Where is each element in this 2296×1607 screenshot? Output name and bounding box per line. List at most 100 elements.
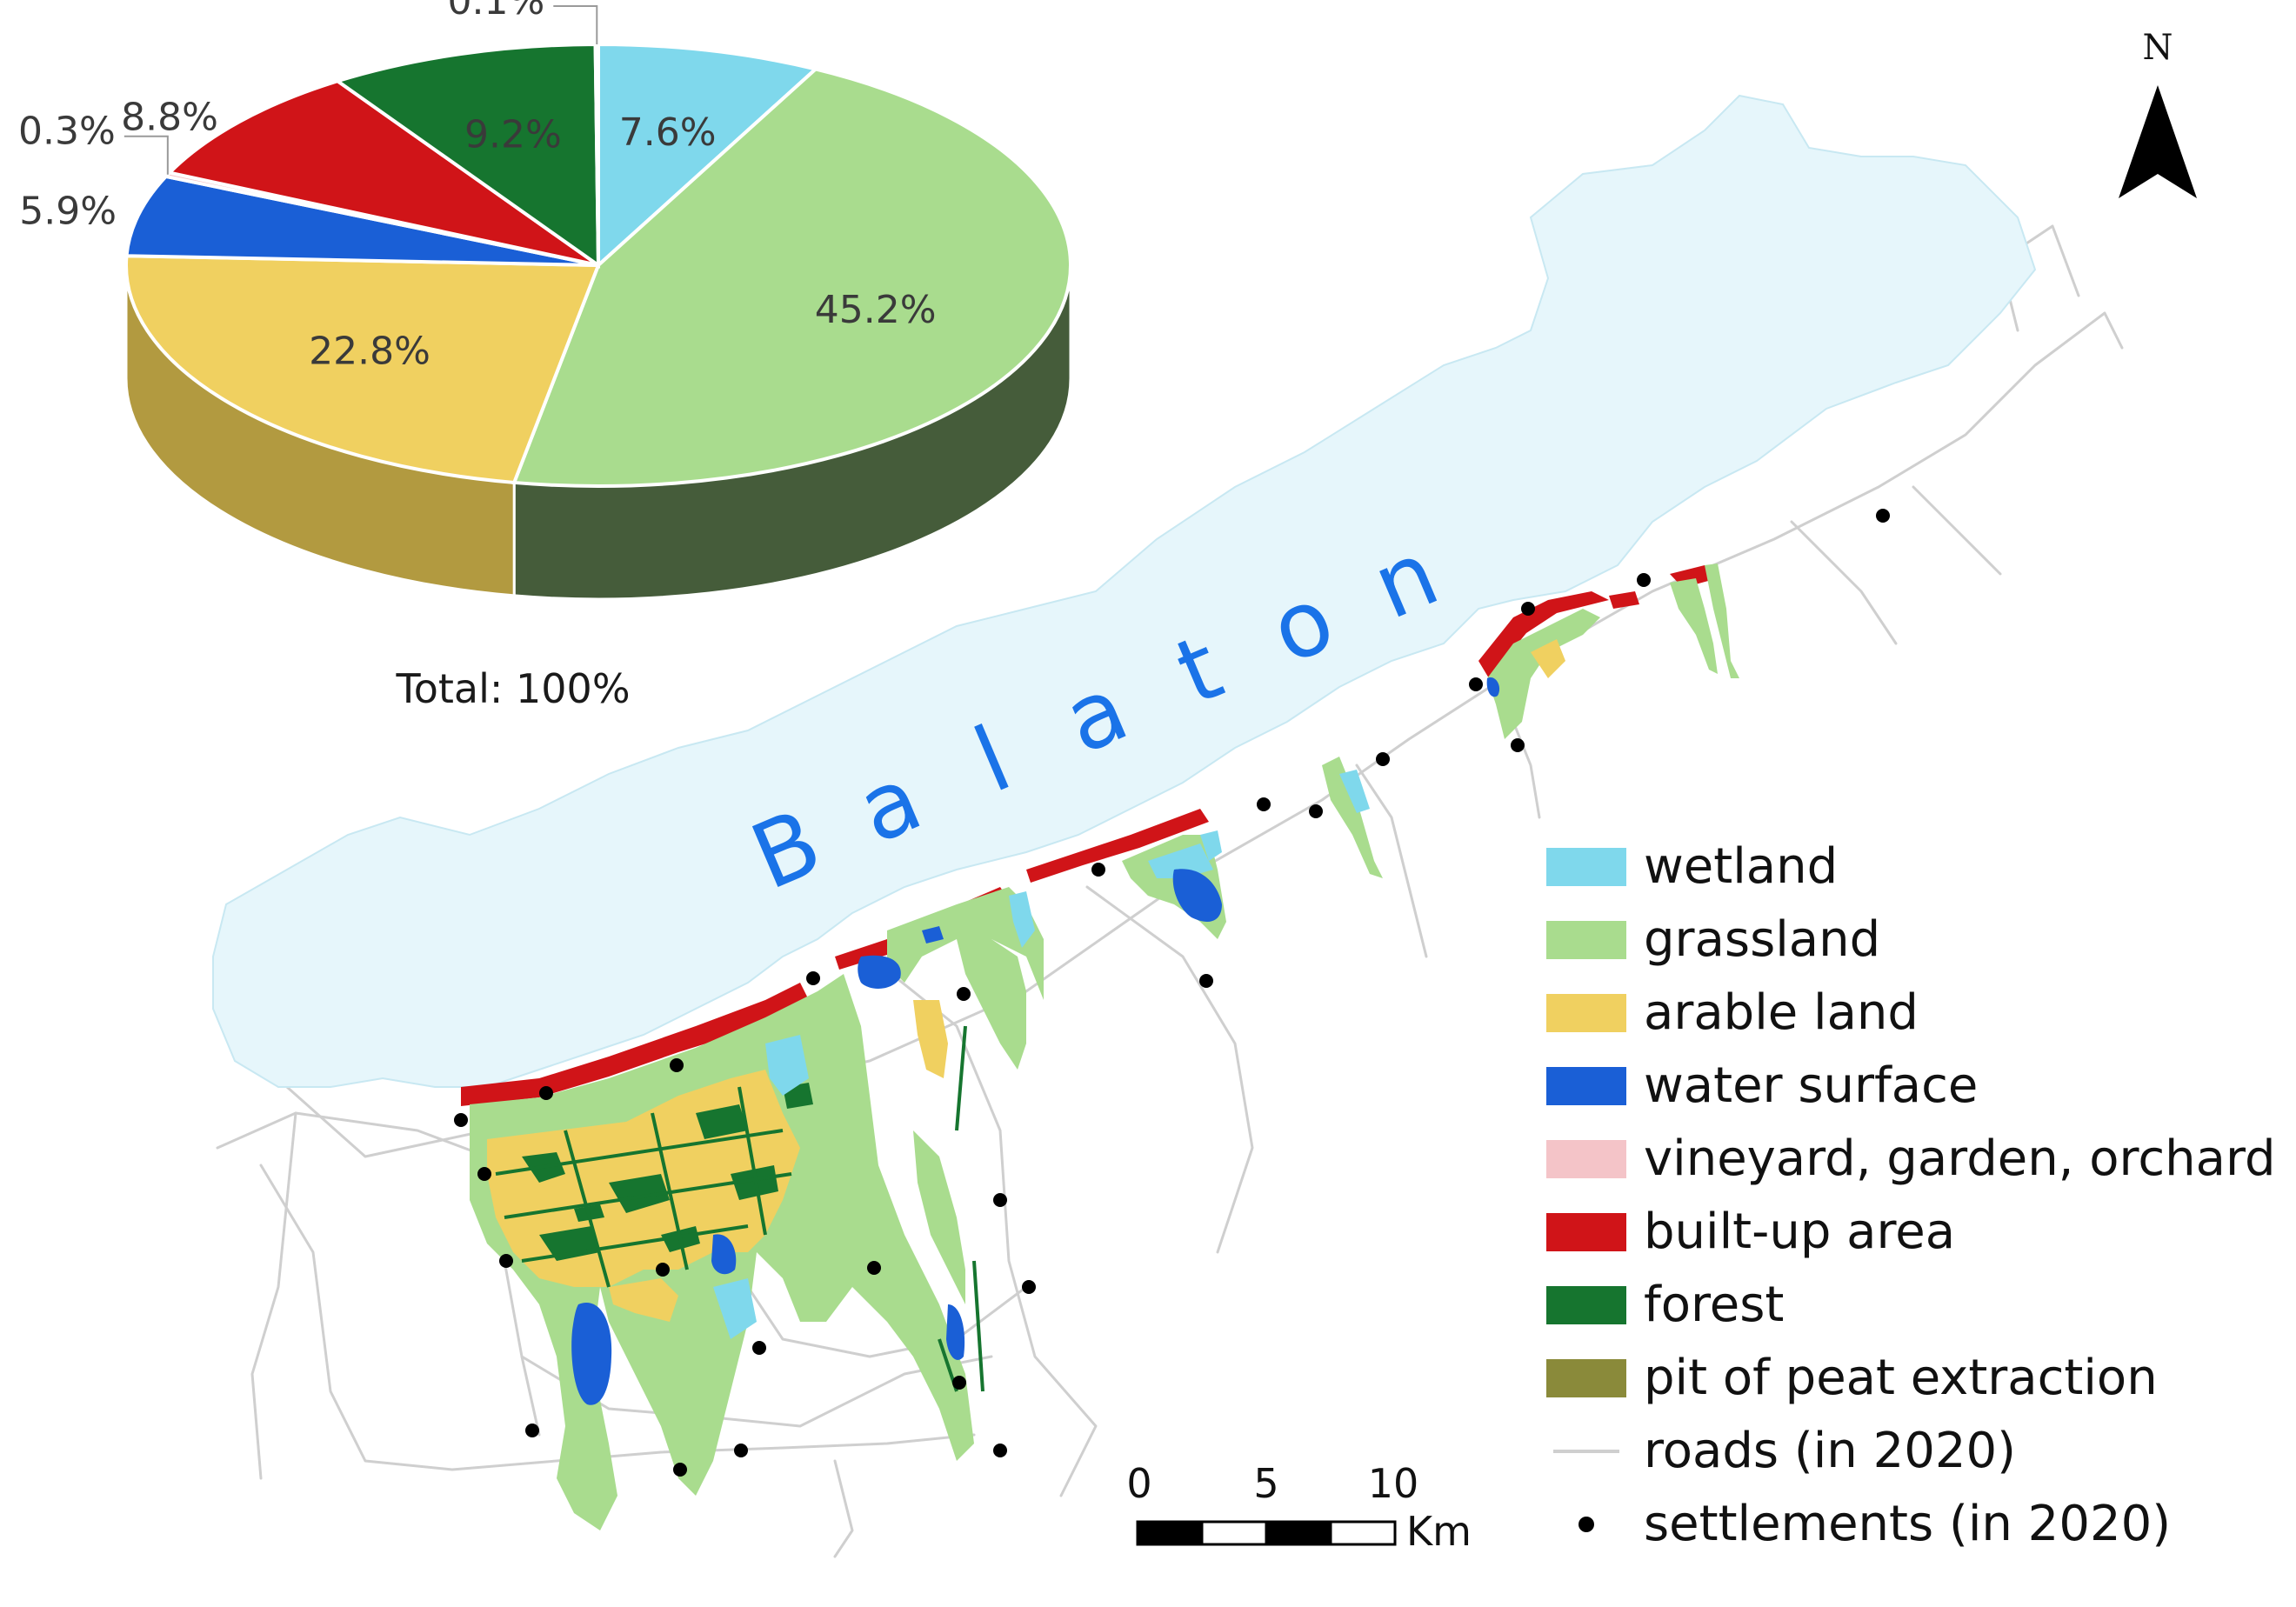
pie-label-grassland: 45.2% <box>815 288 937 332</box>
legend-swatch-grassland <box>1546 921 1626 959</box>
settlement-point <box>1637 573 1651 587</box>
settlement-point <box>1309 804 1323 818</box>
settlement-point <box>752 1341 766 1355</box>
settlement-point <box>734 1444 748 1457</box>
settlement-point <box>1469 677 1483 691</box>
legend-label-built-up-area: built-up area <box>1644 1204 1955 1260</box>
arable-east-patch-1 <box>913 1000 948 1078</box>
land-use-pie-chart <box>124 42 1072 601</box>
settlement-point <box>499 1254 513 1268</box>
wetland-patch-2 <box>713 1278 757 1339</box>
settlement-point <box>1091 863 1105 877</box>
settlement-point <box>525 1424 539 1437</box>
legend-label-grassland: grassland <box>1644 911 1880 968</box>
pie-label-built-up-area: 8.8% <box>121 96 218 140</box>
grassland-east-inlet-5 <box>1670 578 1718 674</box>
legend-label-water-surface: water surface <box>1644 1057 1978 1114</box>
legend-label-settlements-in-2020: settlements (in 2020) <box>1644 1496 2171 1552</box>
road-south-short <box>833 1459 854 1558</box>
builtup-east-shore-1 <box>1478 591 1609 678</box>
pie-label-pit-of-peat-extraction: 0.1% <box>447 0 544 23</box>
settlement-point <box>867 1261 881 1275</box>
north-arrow-icon <box>2119 85 2197 198</box>
settlement-point <box>806 971 820 985</box>
lake-balaton <box>212 94 2037 1088</box>
wetland-patch-1 <box>765 1035 809 1096</box>
settlement-point <box>957 987 971 1001</box>
water-pond-south-1 <box>946 1304 965 1360</box>
water-pond-west <box>571 1303 612 1405</box>
water-pond-shore <box>858 955 901 989</box>
legend-swatch-built-up-area <box>1546 1213 1626 1251</box>
settlement-point <box>656 1263 670 1277</box>
legend-label-wetland: wetland <box>1644 838 1838 895</box>
legend-label-pit-of-peat-extraction: pit of peat extraction <box>1644 1350 2158 1406</box>
grassland-east-inlet-1 <box>887 887 1044 1000</box>
water-pond-inlet <box>1172 869 1222 922</box>
pie-label-water-surface: 5.9% <box>19 190 117 234</box>
pie-slice-wetland <box>597 42 819 270</box>
wetland-patch-4 <box>1200 830 1222 861</box>
pie-slice-forest <box>333 42 601 269</box>
pie-label-arable-land: 22.8% <box>309 329 430 373</box>
pie-leader-pit-of-peat-extraction <box>553 5 598 45</box>
grassland-east-inlet-3 <box>1322 757 1383 878</box>
grassland-east-inlet-6 <box>1705 563 1739 678</box>
water-pond-south-2 <box>711 1234 737 1275</box>
grassland-east-inlet-4 <box>1487 609 1600 739</box>
north-arrow: N <box>2119 28 2197 198</box>
legend-swatch-vineyard-garden-orchard <box>1546 1140 1626 1178</box>
scale-tick-10: 10 <box>1368 1460 1419 1507</box>
grassland-mid-tongue <box>957 939 1026 1070</box>
legend-label-roads-in-2020: roads (in 2020) <box>1644 1423 2016 1479</box>
grassland-south-tongue <box>913 1130 965 1304</box>
legend-swatch-arable-land <box>1546 994 1626 1032</box>
legend-label-arable-land: arable land <box>1644 984 1919 1041</box>
legend-swatch-pit-of-peat-extraction <box>1546 1359 1626 1397</box>
legend-swatch-forest <box>1546 1286 1626 1324</box>
settlement-point <box>993 1193 1007 1207</box>
wetland-patch-5 <box>1339 770 1370 813</box>
settlement-point <box>1521 602 1535 616</box>
wetland-patch-3 <box>1148 844 1213 878</box>
legend-swatch-settlements-in-2020 <box>1578 1517 1594 1532</box>
builtup-west-shore <box>461 983 809 1106</box>
pie-label-vineyard-garden-orchard: 0.3% <box>18 110 116 154</box>
scale-unit: Km <box>1406 1508 1472 1555</box>
north-label: N <box>2143 28 2173 68</box>
settlement-point <box>952 1376 966 1390</box>
pie-slice-built-up-area <box>165 79 600 267</box>
road-mid-3 <box>1085 885 1254 1254</box>
forest-network-lines <box>495 1025 984 1392</box>
pie-leader-vineyard-garden-orchard <box>123 135 169 175</box>
forest-main-scatter <box>522 1083 813 1261</box>
water-pond-east <box>1486 677 1500 697</box>
builtup-east-shore-3 <box>1609 591 1639 609</box>
settlement-point <box>1876 509 1890 523</box>
settlement-point <box>673 1463 687 1477</box>
road-network <box>216 224 2124 1558</box>
settlement-point <box>539 1086 553 1100</box>
pie-label-wetland: 7.6% <box>619 110 717 155</box>
arable-east-patch-2 <box>1531 639 1565 678</box>
wetland-patch-6 <box>1009 891 1035 948</box>
road-southern-ring <box>259 1164 976 1471</box>
map-legend: wetland grassland arable land water surface… <box>1546 838 2276 1552</box>
settlement-point <box>1511 738 1525 752</box>
settlement-point <box>1022 1280 1036 1294</box>
road-east-1 <box>1355 763 1428 958</box>
water-pond-small <box>922 926 944 944</box>
road-mid-2 <box>868 955 1098 1497</box>
road-east-5 <box>1912 485 2002 576</box>
settlement-point <box>1376 752 1390 766</box>
scale-bar: 0 5 10 Km <box>1126 1460 1472 1555</box>
pie-slice-arable-land <box>124 254 601 485</box>
pie-labels: 7.6% 45.2% 22.8% 5.9% 0.3% 8.8% 9.2% 0.1% <box>18 0 936 373</box>
scale-tick-0: 0 <box>1126 1460 1151 1507</box>
pie-slice-grassland <box>511 67 1072 488</box>
land-use-patches <box>470 563 1739 1530</box>
settlement-point <box>670 1058 684 1072</box>
legend-swatch-wetland <box>1546 848 1626 886</box>
pie-label-forest: 9.2% <box>464 112 562 157</box>
